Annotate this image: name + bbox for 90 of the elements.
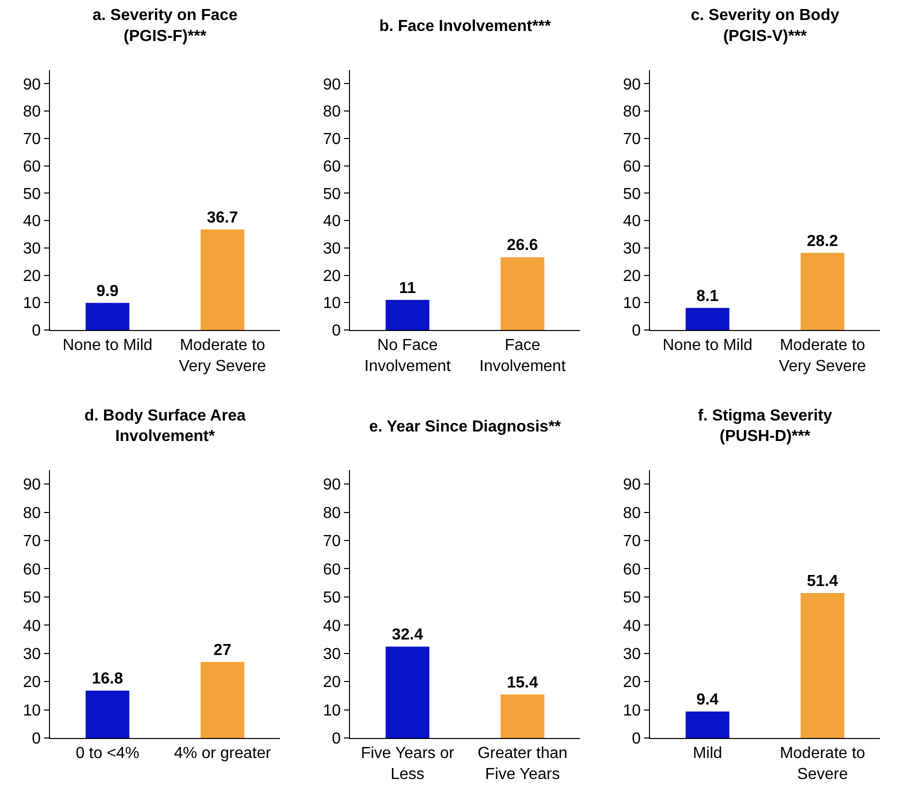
y-tick-label: 90 (323, 76, 341, 94)
y-tick-label: 20 (323, 268, 341, 285)
x-tick-label: Face Involvement (479, 337, 566, 375)
y-tick-label: 20 (23, 268, 41, 285)
data-label: 16.8 (92, 670, 124, 688)
y-tick-label: 80 (23, 504, 41, 522)
y-tick-label: 90 (623, 476, 641, 494)
chart-title: c. Severity on Body (PGIS-V)*** (690, 7, 840, 45)
y-tick-label: 50 (323, 186, 341, 203)
chart-title: d. Body Surface Area Involvement* (84, 407, 246, 446)
y-tick-label: 40 (623, 618, 641, 635)
y-tick-label: 30 (623, 240, 641, 258)
x-tick-label: 4% or greater (174, 745, 272, 762)
chart-title: e. Year Since Diagnosis** (369, 418, 562, 436)
y-tick-label: 80 (623, 504, 641, 522)
data-label: 9.4 (696, 691, 719, 708)
y-tick-label: 70 (623, 131, 641, 148)
data-label: 26.6 (506, 237, 538, 254)
y-tick-label: 30 (23, 240, 41, 258)
x-tick-label: 0 to <4% (76, 745, 140, 762)
y-tick-label: 30 (323, 646, 341, 663)
y-tick-label: 70 (23, 533, 41, 550)
y-tick-label: 90 (23, 76, 41, 94)
y-tick-label: 30 (623, 646, 641, 663)
y-tick-label: 60 (323, 158, 341, 176)
y-tick-label: 30 (23, 646, 41, 663)
y-tick-label: 0 (632, 730, 641, 748)
y-tick-label: 0 (32, 730, 41, 748)
x-tick-label: Moderate to Very Severe (178, 337, 266, 375)
y-tick-label: 0 (632, 322, 641, 340)
y-tick-label: 10 (623, 702, 641, 720)
y-tick-label: 40 (23, 213, 41, 230)
y-tick-label: 50 (323, 590, 341, 607)
data-label: 32.4 (392, 626, 424, 644)
x-tick-label: No Face Involvement (364, 337, 452, 375)
y-tick-label: 80 (23, 104, 41, 121)
y-tick-label: 50 (23, 186, 41, 203)
y-tick-label: 10 (23, 295, 41, 312)
data-label: 15.4 (506, 674, 538, 692)
y-tick-label: 50 (23, 590, 41, 607)
x-tick-label: Five Years or Less (360, 745, 455, 783)
y-tick-label: 10 (323, 702, 341, 720)
y-tick-label: 10 (623, 295, 641, 312)
y-tick-label: 10 (323, 295, 341, 312)
y-tick-label: 40 (323, 618, 341, 635)
y-tick-label: 70 (323, 131, 341, 148)
y-tick-label: 50 (623, 590, 641, 607)
data-label: 8.1 (696, 288, 719, 305)
y-tick-label: 40 (623, 213, 641, 230)
y-tick-label: 40 (323, 213, 341, 230)
data-label: 27 (214, 642, 232, 659)
data-label: 11 (398, 280, 416, 297)
y-tick-label: 50 (623, 186, 641, 203)
data-label: 9.9 (96, 282, 119, 300)
y-tick-label: 40 (23, 618, 41, 635)
y-tick-label: 20 (623, 268, 641, 285)
y-tick-label: 60 (623, 561, 641, 578)
y-tick-label: 60 (623, 158, 641, 176)
y-tick-label: 60 (323, 561, 341, 578)
x-tick-label: Moderate to Severe (780, 745, 866, 783)
y-tick-label: 80 (623, 104, 641, 121)
x-tick-label: None to Mild (662, 337, 752, 354)
y-tick-label: 20 (323, 674, 341, 692)
y-tick-label: 90 (323, 476, 341, 494)
y-tick-label: 90 (623, 76, 641, 94)
y-tick-label: 70 (323, 533, 341, 550)
y-tick-label: 0 (332, 730, 341, 748)
y-tick-label: 60 (23, 158, 41, 176)
y-tick-label: 80 (323, 104, 341, 121)
y-tick-label: 20 (23, 674, 41, 692)
y-tick-label: 10 (23, 702, 41, 720)
y-tick-label: 60 (23, 561, 41, 578)
y-tick-label: 20 (623, 674, 641, 692)
y-tick-label: 0 (32, 322, 41, 340)
y-tick-label: 0 (332, 322, 341, 340)
x-tick-label: Moderate to Very Severe (778, 337, 866, 375)
chart-title: b. Face Involvement*** (379, 18, 552, 36)
y-tick-label: 70 (23, 131, 41, 148)
chart-title: f. Stigma Severity (PUSH-D)*** (698, 407, 832, 446)
y-tick-label: 90 (23, 476, 41, 494)
data-label: 51.4 (806, 573, 838, 590)
data-label: 36.7 (206, 210, 238, 227)
chart-title: a. Severity on Face (PGIS-F)*** (92, 7, 238, 45)
data-label: 28.2 (806, 232, 838, 250)
x-tick-label: None to Mild (62, 337, 152, 354)
x-tick-label: Mild (692, 745, 722, 762)
y-tick-label: 70 (623, 533, 641, 550)
x-tick-label: Greater than Five Years (478, 745, 568, 783)
y-tick-label: 30 (323, 240, 341, 258)
y-tick-label: 80 (323, 504, 341, 522)
